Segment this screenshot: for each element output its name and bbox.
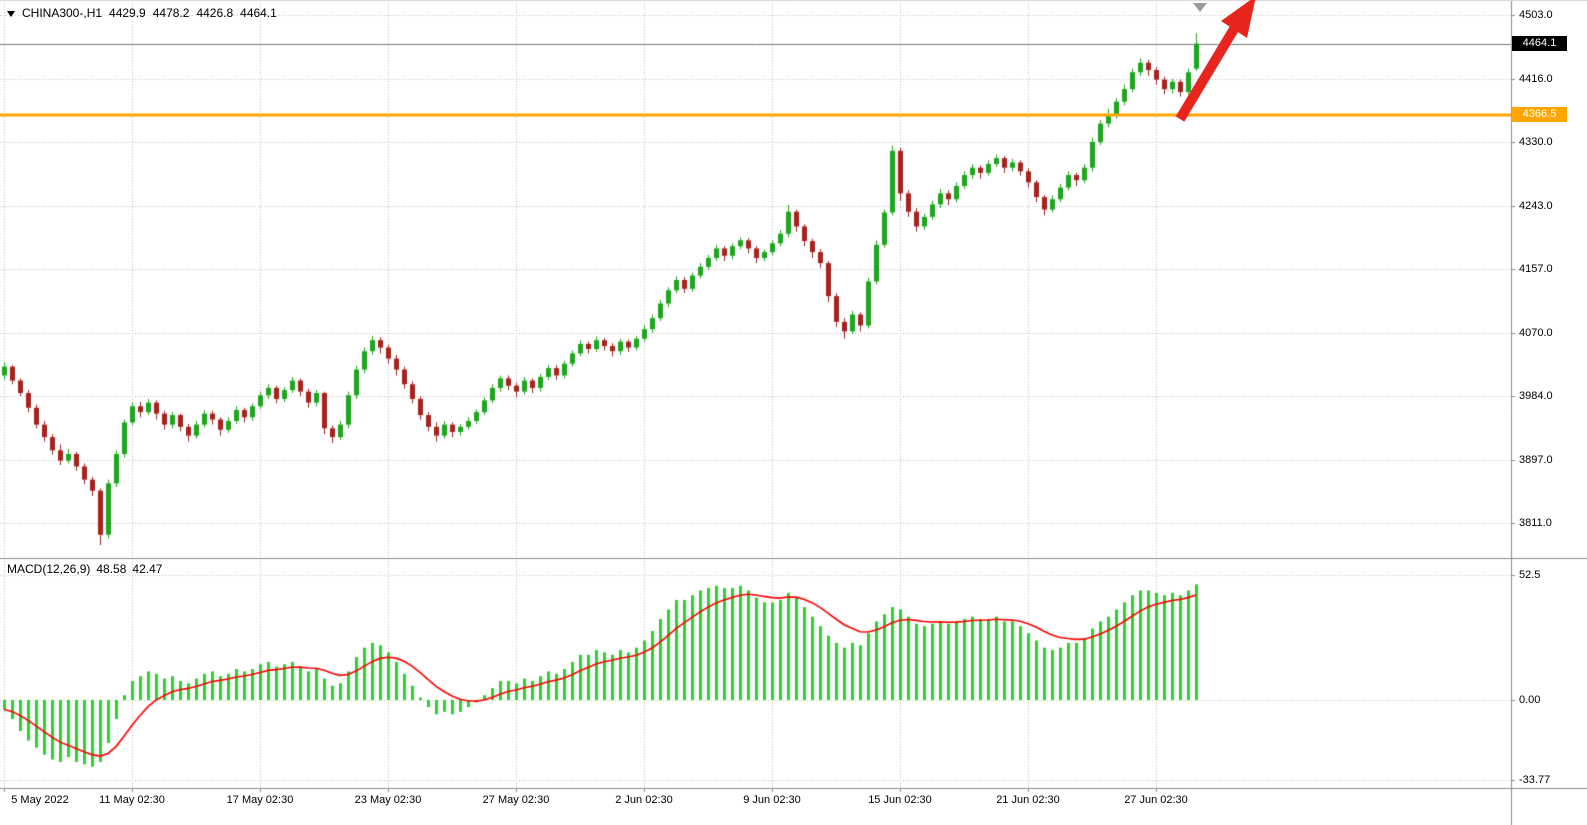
time-axis-label: 9 Jun 02:30 [743, 794, 801, 806]
time-axis-label: 17 May 02:30 [226, 794, 294, 806]
hline-price-badge: 4366.5 [1512, 107, 1567, 122]
time-axis-label: 27 May 02:30 [482, 794, 550, 806]
time-axis-label: 15 Jun 02:30 [868, 794, 932, 806]
chart-shift-marker[interactable] [1193, 3, 1207, 12]
price-axis-label: 4157.0 [1519, 263, 1553, 275]
indicator-macd-value: 48.58 [96, 562, 127, 576]
symbol-marker-icon [7, 11, 15, 17]
price-axis-label: 4243.0 [1519, 200, 1553, 212]
time-axis-label: 21 Jun 02:30 [996, 794, 1060, 806]
macd-axis-label: 52.5 [1519, 569, 1541, 581]
price-axis-label: 4330.0 [1519, 136, 1553, 148]
trend-arrow-head [1221, 0, 1256, 38]
time-axis-label: 2 Jun 02:30 [615, 794, 673, 806]
macd-axis-label: -33.77 [1519, 774, 1551, 786]
price-axis-label: 3897.0 [1519, 454, 1553, 466]
macd-axis-label: 0.00 [1519, 694, 1541, 706]
indicator-signal-value: 42.47 [132, 562, 163, 576]
time-axis-label: 23 May 02:30 [354, 794, 422, 806]
ohlc-close: 4464.1 [240, 6, 277, 20]
price-axis-label: 4416.0 [1519, 73, 1553, 85]
indicator-label: MACD(12,26,9) 48.58 42.47 [7, 562, 162, 576]
indicator-name: MACD(12,26,9) [7, 562, 91, 576]
time-axis-label: 5 May 2022 [11, 794, 69, 806]
price-axis-label: 3984.0 [1519, 390, 1553, 402]
symbol-timeframe-label: CHINA300-,H1 [22, 6, 103, 20]
price-axis-label: 4070.0 [1519, 327, 1553, 339]
ohlc-high: 4478.2 [152, 6, 190, 20]
trend-arrow-shaft [1175, 26, 1239, 122]
price-axis-label: 3811.0 [1519, 517, 1552, 529]
time-axis-label: 27 Jun 02:30 [1124, 794, 1188, 806]
time-axis-label: 11 May 02:30 [99, 794, 165, 806]
price-axis-label: 4503.0 [1519, 9, 1553, 21]
trend-arrow[interactable] [1170, 0, 1280, 130]
ohlc-low: 4426.8 [196, 6, 234, 20]
symbol-info: CHINA300-,H1 4429.9 4478.2 4426.8 4464.1 [7, 6, 277, 20]
current-price-badge: 4464.1 [1512, 36, 1567, 51]
ohlc-open: 4429.9 [109, 6, 146, 20]
